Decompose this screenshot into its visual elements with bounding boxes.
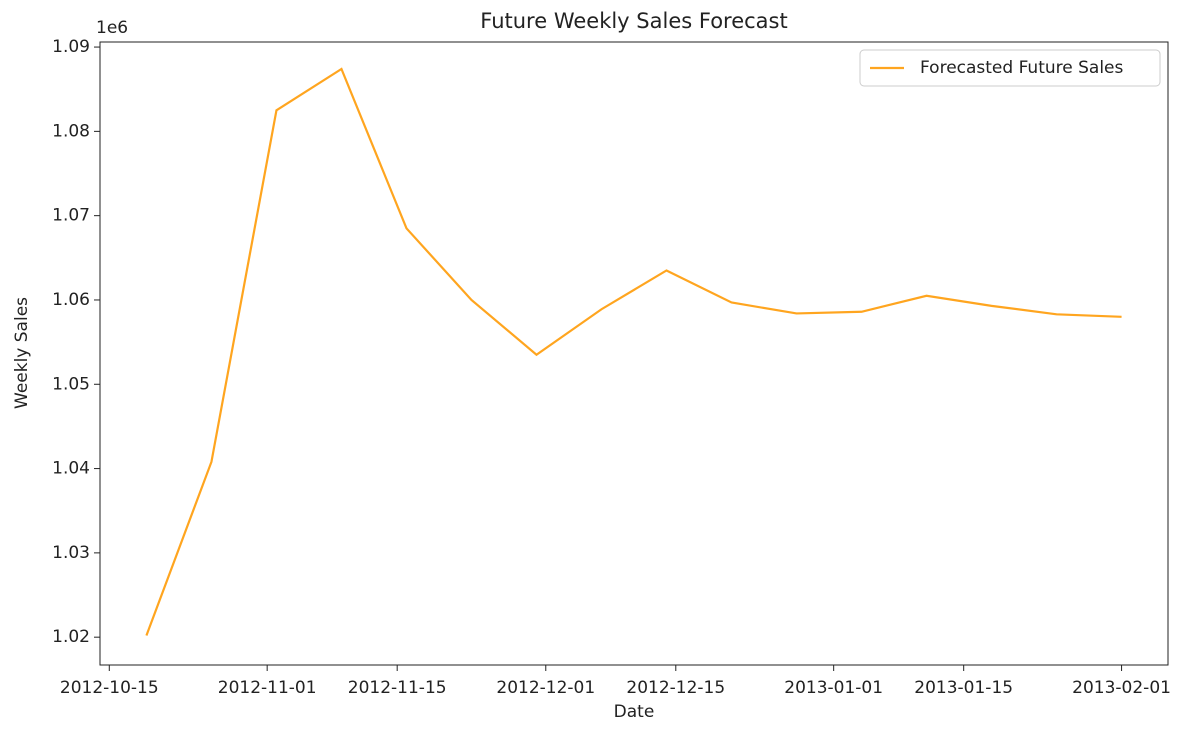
legend-box xyxy=(859,49,1161,87)
x-tick-label: 2013-02-01 xyxy=(1072,678,1171,698)
line xyxy=(145,67,1122,636)
y-offset-label: 1e6 xyxy=(96,18,128,38)
y-tick-label: 1.06 xyxy=(52,290,90,310)
x-tick-label: 2013-01-15 xyxy=(914,678,1013,698)
y-tick-label: 1.07 xyxy=(52,206,90,226)
legend-label: Forecasted Future Sales xyxy=(920,58,1124,78)
y-tick-label: 1.02 xyxy=(52,627,90,647)
y-tick-label: 1.04 xyxy=(52,459,90,479)
x-tick-label: 2012-11-15 xyxy=(348,678,447,698)
x-tick-label: 2012-12-15 xyxy=(626,678,725,698)
y-axis-label: Weekly Sales xyxy=(12,297,32,409)
y-tick-label: 1.05 xyxy=(52,374,90,394)
y-tick-label: 1.08 xyxy=(52,121,90,141)
plot-frame xyxy=(99,41,1169,666)
x-tick-label: 2013-01-01 xyxy=(784,678,883,698)
x-axis-label: Date xyxy=(614,702,655,722)
y-tick-label: 1.09 xyxy=(52,37,90,57)
x-tick-label: 2012-12-01 xyxy=(496,678,595,698)
x-tick-label: 2012-11-01 xyxy=(218,678,317,698)
y-tick-label: 1.03 xyxy=(52,543,90,563)
chart-title: Future Weekly Sales Forecast xyxy=(480,9,787,33)
x-tick-label: 2012-10-15 xyxy=(60,678,159,698)
